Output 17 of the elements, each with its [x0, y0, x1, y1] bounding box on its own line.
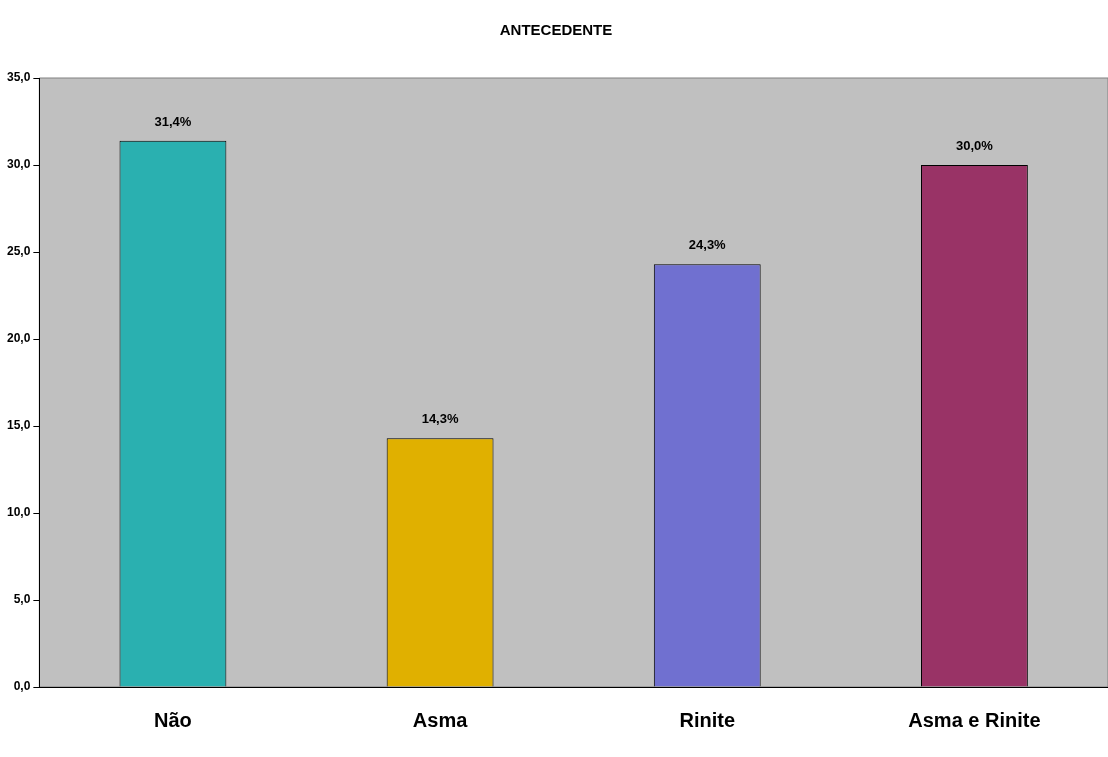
x-tick-label: Asma	[412, 708, 469, 731]
data-label: 30,0%	[955, 138, 994, 154]
x-tick-label: Rinite	[679, 708, 736, 731]
chart-title: ANTECEDENTE	[499, 21, 613, 39]
x-tick-label: Asma e Rinite	[908, 708, 1041, 731]
data-label: 24,3%	[688, 237, 727, 253]
data-label: 14,3%	[421, 411, 459, 427]
x-tick-label: Não	[154, 708, 192, 731]
y-tick-label: 25,0	[7, 244, 31, 259]
y-tick-label: 35,0	[7, 70, 31, 85]
y-tick-label: 15,0	[7, 418, 31, 433]
y-tick-label: 0,0	[13, 679, 31, 694]
y-tick-label: 10,0	[7, 505, 31, 520]
y-tick-label: 5,0	[13, 592, 31, 607]
data-label: 31,4%	[154, 113, 192, 129]
y-tick-label: 20,0	[7, 331, 31, 346]
y-tick-label: 30,0	[7, 157, 31, 172]
